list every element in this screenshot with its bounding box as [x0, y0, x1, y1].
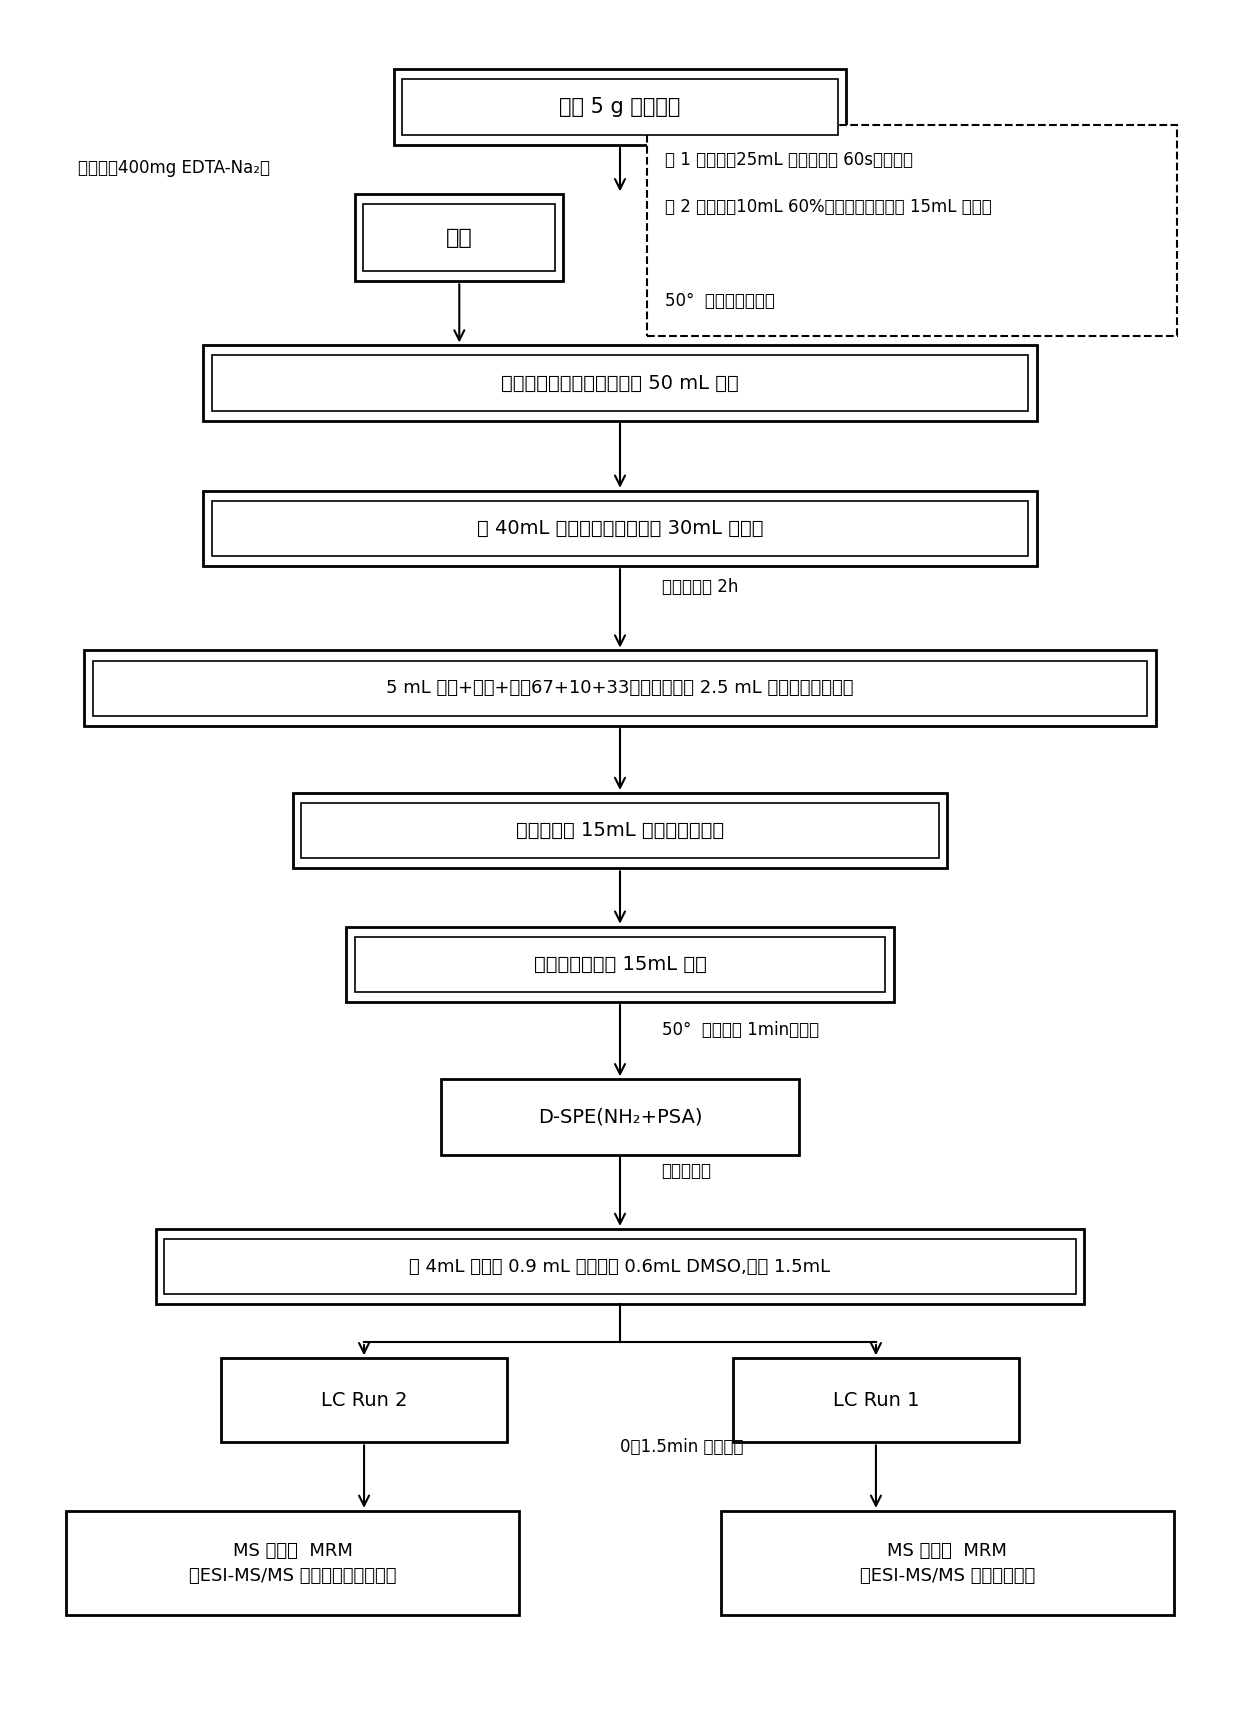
Text: LC Run 2: LC Run 2 [321, 1392, 407, 1410]
Text: LC Run 1: LC Run 1 [833, 1392, 919, 1410]
Text: 0～1.5min 进入废液: 0～1.5min 进入废液 [620, 1438, 744, 1455]
Text: 称取 5 g 干粉食品: 称取 5 g 干粉食品 [559, 96, 681, 117]
Bar [355, 936, 885, 991]
Bar [203, 345, 1037, 421]
Bar [355, 194, 563, 282]
Bar [221, 1359, 507, 1443]
Text: 提取: 提取 [446, 228, 472, 247]
Text: 下层转移至同一 15mL 试管: 下层转移至同一 15mL 试管 [533, 955, 707, 974]
Bar [67, 1510, 518, 1615]
Bar [441, 1079, 799, 1154]
Text: 第 1 次提取：25mL 乙腈，匀浆 60s，离心；: 第 1 次提取：25mL 乙腈，匀浆 60s，离心； [665, 151, 913, 170]
Bar [301, 802, 939, 859]
Bar [346, 926, 894, 1002]
Bar [156, 1228, 1084, 1304]
Text: 取 4mL 氮吹至 0.9 mL 左右，加 0.6mL DMSO,水至 1.5mL: 取 4mL 氮吹至 0.9 mL 左右，加 0.6mL DMSO,水至 1.5m… [409, 1258, 831, 1275]
Bar [212, 356, 1028, 411]
Bar [93, 661, 1147, 716]
Bar [394, 69, 846, 144]
Text: 混匀，离心: 混匀，离心 [662, 1161, 712, 1180]
Bar [164, 1239, 1076, 1294]
Text: 第 2 次提取：10mL 60%乙醇水混匀，再加 15mL 乙腈，: 第 2 次提取：10mL 60%乙醇水混匀，再加 15mL 乙腈， [665, 198, 992, 216]
Text: 上层转移至 15mL 试管，氮气吹干: 上层转移至 15mL 试管，氮气吹干 [516, 821, 724, 840]
Text: 50°  加热超声，混匀: 50° 加热超声，混匀 [665, 292, 775, 309]
Text: 保护剂（400mg EDTA-Na₂）: 保护剂（400mg EDTA-Na₂） [78, 160, 270, 177]
Bar [212, 502, 1028, 557]
Text: 50°  加热超声 1min，混匀: 50° 加热超声 1min，混匀 [662, 1020, 818, 1039]
Text: 超低温冷冻 2h: 超低温冷冻 2h [662, 577, 738, 596]
Bar [733, 1359, 1019, 1443]
Text: 5 mL 乙腈+乙醇+水（67+10+33）洗涤，加入 2.5 mL 正已烷洗涤鸡心瓶: 5 mL 乙腈+乙醇+水（67+10+33）洗涤，加入 2.5 mL 正已烷洗涤… [386, 679, 854, 698]
Bar [722, 1510, 1173, 1615]
Bar [647, 125, 1177, 337]
Bar [293, 794, 947, 868]
Text: MS 检测器  MRM
（ESI-MS/MS 正离子模式）: MS 检测器 MRM （ESI-MS/MS 正离子模式） [859, 1541, 1035, 1584]
Bar [203, 491, 1037, 567]
Bar [402, 79, 838, 134]
Bar [84, 651, 1156, 727]
Text: D-SPE(NH₂+PSA): D-SPE(NH₂+PSA) [538, 1108, 702, 1127]
Bar [363, 204, 556, 271]
Text: 取 40mL 过滤至鸡心瓶，加入 30mL 异丙醇: 取 40mL 过滤至鸡心瓶，加入 30mL 异丙醇 [476, 519, 764, 538]
Text: MS 检测器  MRM
（ESI-MS/MS 正负离子切换模式）: MS 检测器 MRM （ESI-MS/MS 正负离子切换模式） [188, 1541, 397, 1584]
Text: 合并上清液，用乙腈定容至 50 mL 刻度: 合并上清液，用乙腈定容至 50 mL 刻度 [501, 373, 739, 393]
